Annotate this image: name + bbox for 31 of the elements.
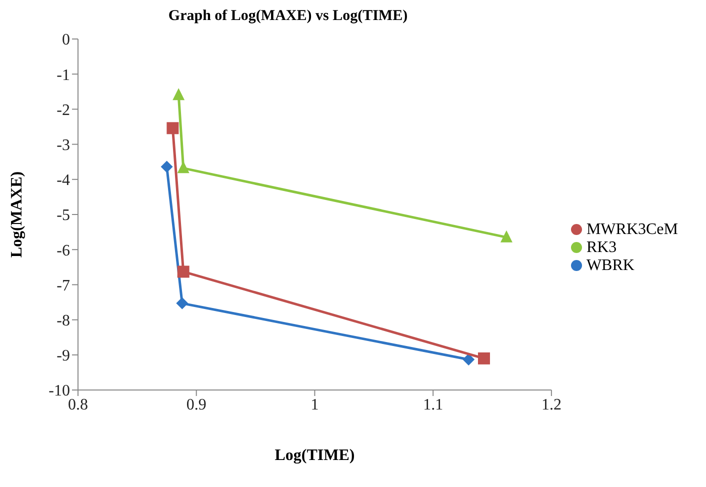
x-tick-label: 1.2 — [541, 396, 562, 414]
legend-label: MWRK3CeM — [586, 220, 678, 238]
x-axis-title: Log(TIME) — [274, 447, 355, 464]
point — [176, 297, 188, 310]
point — [478, 352, 490, 364]
legend-label: RK3 — [586, 238, 617, 256]
y-tick-label: -6 — [56, 242, 70, 260]
x-tick-label: 0.8 — [68, 396, 88, 414]
x-tick-label: 1 — [310, 396, 319, 414]
y-tick-label: -3 — [56, 136, 70, 154]
x-tick-label: 1.1 — [423, 396, 444, 414]
point — [172, 88, 185, 100]
y-tick-label: -4 — [56, 172, 70, 190]
y-axis-title: Log(MAXE) — [8, 171, 26, 258]
point — [500, 230, 512, 242]
y-tick-label: 0 — [62, 32, 70, 49]
y-tick-label: -7 — [56, 277, 70, 294]
point — [160, 160, 173, 173]
y-tick-label: -1 — [56, 66, 70, 84]
legend-label: WBRK — [586, 256, 634, 274]
point — [177, 161, 190, 174]
y-tick-label: -10 — [48, 382, 70, 400]
point — [166, 122, 179, 134]
y-tick-label: -2 — [56, 102, 70, 119]
y-tick-label: -5 — [56, 207, 70, 224]
chart-title: Graph of Log(MAXE) vs Log(TIME) — [167, 8, 409, 25]
point — [462, 353, 475, 366]
x-tick-label: 0.9 — [186, 396, 206, 414]
point — [177, 266, 190, 278]
y-tick-label: -8 — [56, 312, 70, 330]
y-tick-label: -9 — [56, 348, 70, 365]
